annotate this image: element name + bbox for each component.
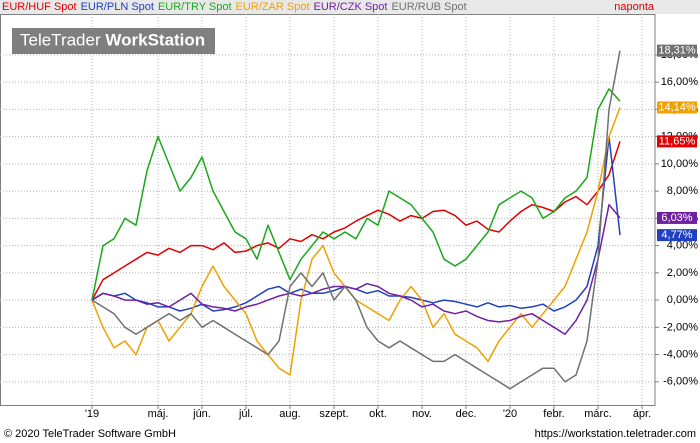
- end-label: 6,03%: [661, 212, 692, 224]
- end-label: 18,31%: [658, 45, 696, 57]
- series-line: [91, 203, 621, 335]
- legend-entry: EUR/HUF Spot: [2, 1, 77, 13]
- end-label-box: [657, 211, 697, 224]
- end-label-box: [657, 101, 697, 114]
- x-tick-label: '19: [85, 408, 99, 420]
- x-tick-label: dec.: [456, 408, 477, 420]
- y-tick-label: 16,00%: [661, 76, 699, 88]
- y-tick-label: -2,00%: [663, 321, 698, 333]
- interval-label: naponta: [614, 1, 655, 13]
- header-bar: [0, 0, 700, 14]
- y-tick-label: 10,00%: [661, 158, 699, 170]
- end-label-box: [657, 135, 697, 148]
- y-tick-label: 8,00%: [667, 185, 698, 197]
- x-tick-label: aug.: [279, 408, 300, 420]
- x-tick-label: '20: [503, 408, 517, 420]
- x-tick-label: szept.: [319, 408, 348, 420]
- end-label: 11,65%: [659, 135, 696, 147]
- x-tick-label: ápr.: [633, 408, 651, 420]
- legend: EUR/HUF Spot EUR/PLN Spot EUR/TRY Spot EUR/…: [2, 1, 467, 13]
- x-tick-label: máj.: [148, 408, 169, 420]
- watermark: TeleTrader WorkStation: [20, 31, 205, 50]
- legend-entry: EUR/ZAR Spot: [236, 1, 310, 13]
- copyright: © 2020 TeleTrader Software GmbH: [4, 428, 176, 440]
- x-tick-label: júl.: [238, 408, 253, 420]
- end-label-box: [657, 44, 697, 57]
- legend-entry: EUR/CZK Spot: [314, 1, 388, 13]
- end-labels: 11,65% 4,77% 14,14% 6,03% 18,31%: [657, 45, 697, 242]
- legend-entry: EUR/RUB Spot: [391, 1, 466, 13]
- watermark-bold: WorkStation: [105, 31, 205, 50]
- y-tick-label: 4,00%: [667, 240, 698, 252]
- watermark-box: [12, 28, 215, 54]
- end-label: 4,77%: [661, 229, 692, 241]
- y-tick-label: 0,00%: [667, 294, 698, 306]
- url: https://workstation.teletrader.com: [535, 428, 696, 440]
- y-tick-label: 2,00%: [667, 267, 698, 279]
- end-label-box: [657, 229, 697, 242]
- series-line: [91, 141, 621, 301]
- legend-entry: EUR/TRY Spot: [158, 1, 232, 13]
- y-tick-label: -4,00%: [663, 348, 698, 360]
- lines: [91, 50, 621, 390]
- legend-entry: EUR/PLN Spot: [81, 1, 154, 13]
- series-line: [91, 88, 621, 301]
- x-tick-label: jún.: [192, 408, 211, 420]
- x-tick-label: nov.: [412, 408, 432, 420]
- end-label: 14,14%: [658, 101, 696, 113]
- y-tick-label: -6,00%: [663, 376, 698, 388]
- x-tick-label: márc.: [584, 408, 612, 420]
- series-line: [91, 50, 621, 390]
- watermark-light: TeleTrader: [20, 31, 101, 50]
- x-tick-label: okt.: [369, 408, 387, 420]
- x-tick-label: febr.: [543, 408, 564, 420]
